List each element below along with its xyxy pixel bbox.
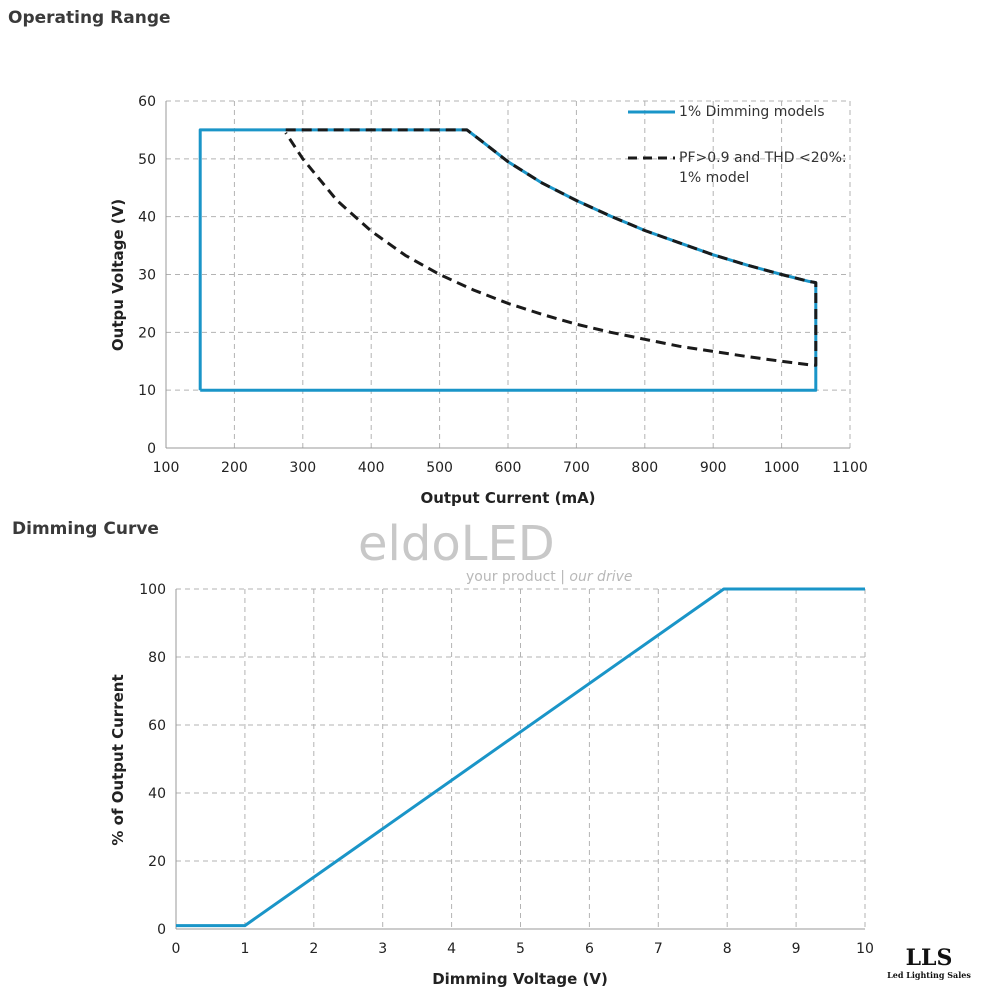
- operating-range-series: [198, 128, 818, 392]
- dimming-curve-title: Dimming Curve: [12, 519, 159, 539]
- x-tick-label: 8: [723, 941, 732, 957]
- dimming-curve-series: [176, 587, 865, 928]
- x-tick-label: 600: [495, 460, 522, 476]
- x-tick-label: 400: [358, 460, 385, 476]
- lls-logo-text: LLS: [906, 945, 953, 971]
- y-tick-label: 60: [148, 718, 166, 734]
- x-tick-label: 9: [792, 941, 801, 957]
- x-tick-label: 7: [654, 941, 663, 957]
- x-tick-label: 3: [378, 941, 387, 957]
- eldoled-watermark: eldoLED your product | our drive: [358, 516, 632, 585]
- dimming-curve-xlabel: Dimming Voltage (V): [432, 970, 608, 988]
- operating-range-ylabel: Outpu Voltage (V): [109, 199, 127, 351]
- x-tick-label: 700: [563, 460, 590, 476]
- x-tick-label: 900: [700, 460, 727, 476]
- x-tick-label: 800: [631, 460, 658, 476]
- legend-label-1pct-dimming: 1% Dimming models: [679, 104, 825, 120]
- operating-range-legend: 1% Dimming models PF>0.9 and THD <20%: 1…: [628, 104, 847, 186]
- watermark-tagline: your product | our drive: [466, 569, 632, 585]
- y-tick-label: 40: [138, 210, 156, 226]
- y-tick-label: 0: [157, 922, 166, 938]
- watermark-tagline-italic: our drive: [569, 569, 632, 585]
- operating-range-ticks: 100 200 300 400 500 600 700 800 900 1000 1100 0 10 20…: [138, 94, 868, 476]
- x-tick-label: 10: [856, 941, 874, 957]
- x-tick-label: 0: [172, 941, 181, 957]
- y-tick-label: 100: [139, 582, 166, 598]
- x-tick-label: 200: [221, 460, 248, 476]
- lls-logo-subtitle: Led Lighting Sales: [887, 970, 971, 980]
- x-tick-label: 100: [153, 460, 180, 476]
- y-tick-label: 50: [138, 152, 156, 168]
- y-tick-label: 80: [148, 650, 166, 666]
- x-tick-label: 1000: [764, 460, 800, 476]
- legend-label-pf-line1: PF>0.9 and THD <20%:: [679, 150, 847, 166]
- dimming-curve-ylabel: % of Output Current: [109, 674, 127, 845]
- y-tick-label: 20: [148, 854, 166, 870]
- series-line-solid-0: [176, 587, 865, 928]
- legend-label-pf-line2: 1% model: [679, 170, 749, 186]
- x-tick-label: 5: [516, 941, 525, 957]
- operating-range-xlabel: Output Current (mA): [420, 489, 595, 507]
- lls-logo: LLS Led Lighting Sales: [887, 945, 971, 980]
- watermark-brand: eldoLED: [358, 516, 555, 572]
- series-line-dashed-1: [284, 128, 818, 367]
- y-tick-label: 40: [148, 786, 166, 802]
- x-tick-label: 500: [426, 460, 453, 476]
- y-tick-label: 10: [138, 383, 156, 399]
- watermark-tagline-plain: your product |: [466, 569, 569, 585]
- x-tick-label: 1100: [832, 460, 868, 476]
- y-tick-label: 20: [138, 325, 156, 341]
- y-tick-label: 60: [138, 94, 156, 110]
- x-tick-label: 6: [585, 941, 594, 957]
- x-tick-label: 2: [309, 941, 318, 957]
- x-tick-label: 1: [240, 941, 249, 957]
- y-tick-label: 0: [147, 441, 156, 457]
- x-tick-label: 4: [447, 941, 456, 957]
- x-tick-label: 300: [289, 460, 316, 476]
- y-tick-label: 30: [138, 268, 156, 284]
- dimming-curve-grid: [175, 588, 866, 930]
- operating-range-title: Operating Range: [8, 8, 171, 28]
